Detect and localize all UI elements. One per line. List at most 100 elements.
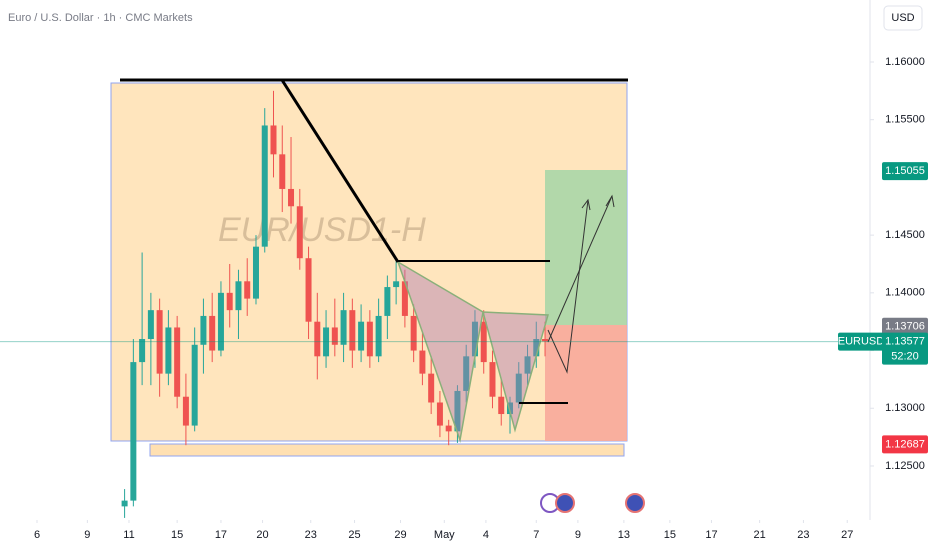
candle-body (436, 402, 443, 426)
drawings (120, 78, 645, 513)
x-tick-label: 15 (664, 529, 676, 541)
candle-body (121, 500, 128, 507)
price-badge (882, 435, 928, 454)
x-tick-label: 11 (123, 529, 134, 541)
candle-body (507, 402, 513, 415)
candle-body (209, 315, 216, 351)
candle-body (305, 258, 312, 322)
candle-body (349, 310, 356, 351)
x-tick-label: 9 (84, 529, 90, 541)
y-tick-label: 1.15500 (885, 114, 925, 126)
countdown: 52:20 (891, 351, 919, 363)
candle-body (261, 125, 268, 247)
x-tick-label: 9 (575, 529, 581, 541)
candle-body (244, 281, 251, 299)
candle-body (139, 339, 146, 363)
x-tick-label: 4 (483, 529, 489, 541)
y-tick-label: 1.13000 (885, 402, 925, 414)
candle-body (498, 396, 505, 415)
candle-body (331, 327, 338, 345)
candle-body (428, 373, 435, 403)
last-price-badge (882, 332, 928, 365)
candle-body (270, 125, 277, 155)
candle-body (401, 281, 408, 316)
arrow-path (547, 195, 613, 343)
candle-body (288, 188, 295, 207)
x-tick-label: 27 (841, 529, 853, 541)
symbol-badge (838, 332, 884, 351)
price-badge-label: 1.15055 (885, 165, 925, 177)
candle-body (200, 315, 207, 345)
x-tick-label: 17 (215, 529, 227, 541)
candle-body (340, 310, 347, 345)
price-badge (882, 162, 928, 181)
currency: USD (891, 12, 914, 24)
x-tick-label: 7 (533, 529, 539, 541)
support-zone (149, 443, 625, 457)
trend-line (280, 79, 400, 263)
x-tick-label: 23 (305, 529, 317, 541)
candle-body (454, 390, 461, 432)
pattern (396, 260, 549, 443)
currency-button[interactable] (883, 5, 923, 31)
candle-body (463, 356, 470, 391)
candle-body (314, 321, 321, 357)
candle-body (279, 154, 286, 189)
candle-body (393, 281, 400, 288)
candle-body (419, 350, 426, 374)
candle-body (252, 246, 259, 299)
x-tick-label: 29 (394, 529, 406, 541)
x-tick-label: May (434, 529, 455, 541)
candle-body (524, 356, 531, 374)
y-tick-label: 1.14500 (885, 229, 925, 241)
event-icon[interactable] (625, 493, 645, 513)
candle-body (471, 321, 478, 357)
x-tick-label: 13 (618, 529, 630, 541)
candle-body (515, 373, 522, 403)
candle-body (191, 344, 198, 426)
price-badge (882, 317, 928, 336)
x-tick-label: 17 (705, 529, 717, 541)
candle-body (226, 292, 233, 311)
y-tick-label: 1.12500 (885, 460, 925, 472)
candle-body (542, 339, 549, 342)
candle-body (384, 287, 391, 316)
candle-body (182, 396, 189, 426)
candle-body (147, 310, 154, 340)
candle-body (375, 315, 382, 357)
y-tick-label: 1.16000 (885, 56, 925, 68)
arrow-head (581, 198, 591, 211)
symbol-label: EURUSD (838, 336, 885, 348)
candle-body (296, 206, 303, 259)
chart-title: Euro / U.S. Dollar · 1h · CMC Markets (8, 12, 193, 24)
candle-body (217, 292, 224, 351)
overlay: 1.125001.130001.135001.140001.145001.155… (0, 56, 928, 541)
x-tick-label: 20 (256, 529, 268, 541)
watermark: EUR/USD1-H (218, 211, 426, 249)
event-icon[interactable] (555, 493, 575, 513)
candle-body (445, 425, 452, 432)
candle-body (366, 321, 373, 357)
arrow-head (605, 194, 615, 208)
price-badge-label: 1.12687 (885, 438, 925, 450)
target-zone (545, 170, 627, 325)
x-tick-label: 21 (754, 529, 766, 541)
candle-body (489, 362, 496, 397)
candle-body (410, 315, 417, 351)
candle-body (165, 327, 172, 374)
candle-body (235, 281, 242, 311)
x-tick-label: 15 (171, 529, 183, 541)
last-price-label: 1.13577 (885, 336, 925, 348)
stop-zone (545, 325, 627, 441)
arrow-path (547, 199, 589, 374)
y-tick-label: 1.14000 (885, 287, 925, 299)
x-tick-label: 6 (34, 529, 40, 541)
candle-body (533, 339, 540, 357)
candle-body (130, 362, 137, 501)
x-tick-label: 25 (348, 529, 360, 541)
price-badge-label: 1.13706 (885, 321, 925, 333)
candle-body (174, 327, 181, 397)
x-tick-label: 23 (797, 529, 809, 541)
candle-body (358, 321, 365, 351)
